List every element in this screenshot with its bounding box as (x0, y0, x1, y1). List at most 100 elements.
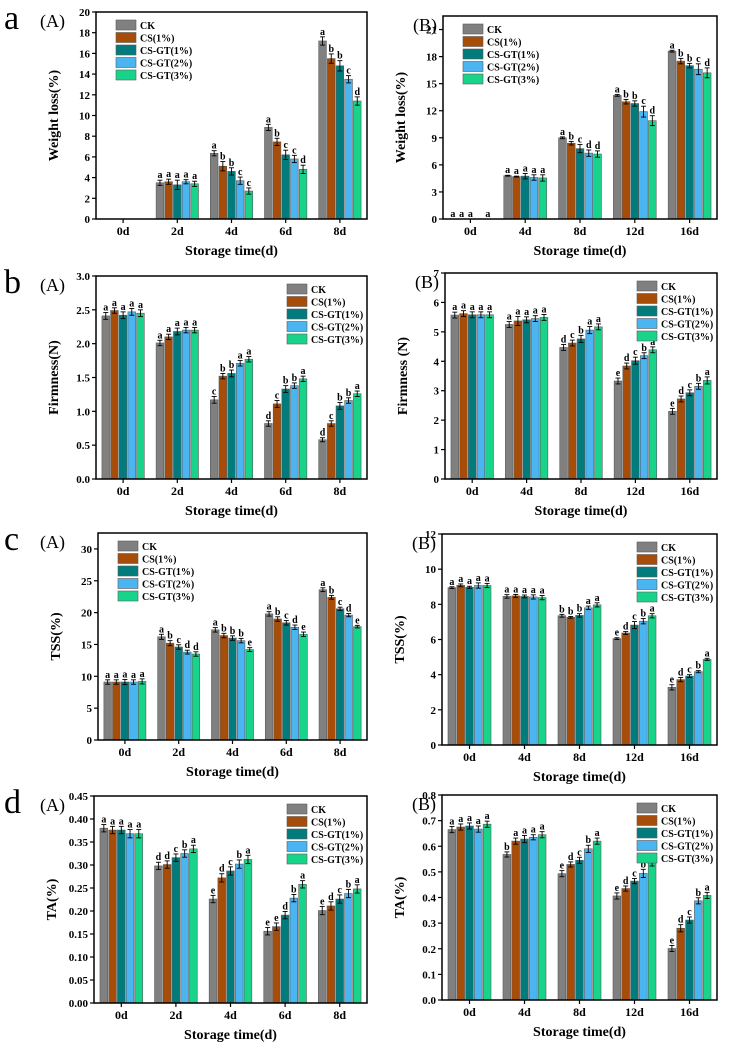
bar (165, 642, 175, 741)
x-tick-label: 8d (334, 484, 347, 498)
legend-swatch (636, 280, 658, 292)
bar (594, 326, 603, 480)
significance-letter: c (346, 66, 351, 77)
significance-letter: a (540, 165, 545, 176)
significance-letter: b (283, 376, 289, 387)
y-tick-label: 16 (79, 48, 91, 60)
panel-label: (A) (40, 795, 65, 816)
significance-letter: a (504, 585, 509, 596)
x-axis-label: Storage time(d) (186, 765, 279, 780)
significance-letter: b (229, 360, 235, 371)
plot-frame (97, 532, 368, 741)
significance-letter: a (355, 381, 360, 392)
significance-letter: c (174, 844, 179, 855)
y-tick-label: 0.40 (69, 814, 89, 826)
significance-letter: b (346, 879, 352, 890)
legend-label: CS-GT(2%) (661, 581, 713, 592)
y-axis-label: Weight loss(%) (394, 71, 409, 163)
bar (235, 863, 244, 1004)
bar (685, 392, 694, 480)
significance-letter: a (650, 337, 655, 348)
significance-letter: c (275, 391, 280, 402)
y-tick-label: 0.8 (422, 790, 436, 802)
legend-swatch (636, 554, 658, 565)
y-tick-label: 0.5 (422, 867, 436, 879)
significance-letter: c (696, 54, 701, 65)
bar (703, 380, 712, 480)
significance-letter: a (157, 330, 162, 341)
legend-swatch (636, 802, 658, 814)
legend-label: CS(1%) (142, 555, 176, 566)
panel-label: (B) (413, 15, 437, 36)
significance-letter: a (476, 573, 481, 584)
x-tick-label: 0d (119, 745, 132, 759)
bar (621, 888, 630, 1001)
bar (189, 848, 198, 1004)
legend-swatch (636, 579, 658, 590)
bar (272, 403, 282, 480)
plot-frame (93, 795, 368, 1004)
significance-letter: e (320, 896, 325, 907)
bar (702, 895, 712, 1001)
significance-letter: a (485, 573, 490, 584)
bar (520, 596, 529, 746)
significance-letter: c (578, 135, 583, 146)
bar (667, 948, 677, 1001)
bar (298, 884, 307, 1004)
significance-letter: c (632, 612, 637, 623)
legend-label: CS(1%) (487, 38, 521, 49)
significance-letter: d (650, 106, 656, 117)
y-tick-label: 6 (434, 297, 440, 309)
significance-letter: d (320, 428, 326, 439)
significance-letter: e (615, 883, 620, 894)
plot-frame (442, 15, 718, 220)
row-label: d (4, 784, 21, 821)
significance-letter: a (514, 166, 519, 177)
bar (228, 637, 237, 741)
significance-letter: b (632, 91, 638, 102)
legend-swatch (636, 591, 658, 603)
significance-letter: b (586, 835, 592, 846)
bar (318, 40, 327, 220)
significance-letter: a (213, 618, 218, 629)
legend-label: CS-GT(3%) (661, 593, 713, 604)
significance-letter: a (159, 624, 164, 635)
x-tick-label: 8d (575, 484, 588, 498)
significance-letter: a (450, 209, 455, 220)
y-tick-label: 0.0 (422, 995, 436, 1007)
y-tick-label: 6 (85, 152, 91, 164)
significance-letter: e (670, 935, 675, 946)
bar (171, 857, 181, 1004)
bar (584, 152, 593, 220)
significance-letter: a (458, 814, 463, 825)
bar (108, 829, 117, 1004)
significance-letter: d (193, 642, 199, 653)
significance-letter: a (560, 127, 565, 138)
significance-letter: d (328, 892, 334, 903)
legend-swatch (115, 32, 137, 43)
bar (290, 626, 300, 741)
legend-label: CS-GT(1%) (311, 310, 363, 321)
x-tick-label: 2d (171, 484, 184, 498)
significance-letter: a (461, 301, 466, 312)
bar (592, 840, 602, 1001)
y-tick-label: 1 (434, 445, 440, 457)
significance-letter: a (522, 825, 527, 836)
bar (630, 103, 639, 220)
significance-letter: a (458, 574, 463, 585)
significance-letter: a (615, 84, 620, 95)
x-tick-label: 8d (573, 1005, 586, 1019)
bar (273, 618, 282, 741)
significance-letter: a (191, 835, 196, 846)
significance-letter: d (219, 864, 225, 875)
significance-letter: a (449, 577, 454, 588)
significance-letter: b (568, 131, 574, 142)
legend-swatch (115, 19, 137, 31)
significance-letter: c (283, 140, 288, 151)
significance-letter: a (476, 816, 481, 827)
significance-letter: e (670, 675, 675, 686)
x-axis-label: Storage time(d) (533, 1025, 626, 1040)
significance-letter: b (182, 840, 188, 851)
significance-letter: b (292, 373, 298, 384)
